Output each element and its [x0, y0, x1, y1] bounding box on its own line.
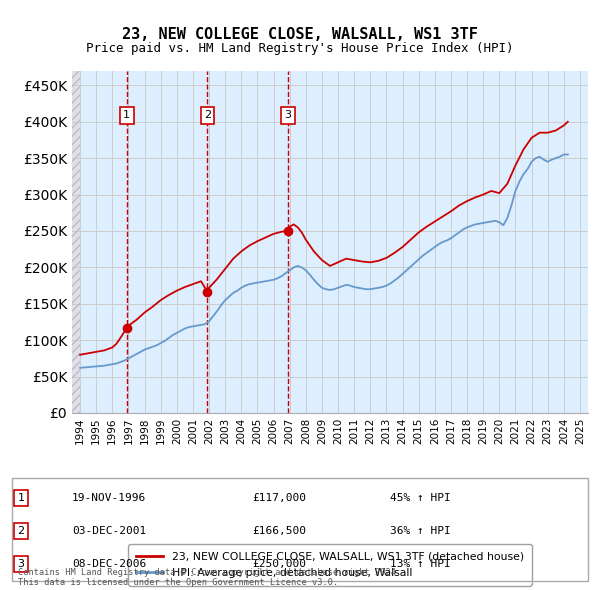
- Bar: [80, 71, 588, 413]
- Text: 1: 1: [17, 493, 25, 503]
- Text: Price paid vs. HM Land Registry's House Price Index (HPI): Price paid vs. HM Land Registry's House …: [86, 42, 514, 55]
- Text: 1: 1: [124, 110, 130, 120]
- Text: 2: 2: [17, 526, 25, 536]
- Text: 19-NOV-1996: 19-NOV-1996: [72, 493, 146, 503]
- Text: 03-DEC-2001: 03-DEC-2001: [72, 526, 146, 536]
- Bar: [72, 71, 80, 413]
- Text: £117,000: £117,000: [252, 493, 306, 503]
- Text: 3: 3: [17, 559, 25, 569]
- Text: £166,500: £166,500: [252, 526, 306, 536]
- Text: 2: 2: [204, 110, 211, 120]
- Text: 13% ↑ HPI: 13% ↑ HPI: [390, 559, 451, 569]
- Text: 36% ↑ HPI: 36% ↑ HPI: [390, 526, 451, 536]
- Legend: 23, NEW COLLEGE CLOSE, WALSALL, WS1 3TF (detached house), HPI: Average price, de: 23, NEW COLLEGE CLOSE, WALSALL, WS1 3TF …: [128, 544, 532, 585]
- Text: 23, NEW COLLEGE CLOSE, WALSALL, WS1 3TF: 23, NEW COLLEGE CLOSE, WALSALL, WS1 3TF: [122, 27, 478, 41]
- Bar: [72, 71, 80, 413]
- Text: 08-DEC-2006: 08-DEC-2006: [72, 559, 146, 569]
- Text: Contains HM Land Registry data © Crown copyright and database right 2024.
This d: Contains HM Land Registry data © Crown c…: [18, 568, 401, 587]
- Text: £250,000: £250,000: [252, 559, 306, 569]
- Text: 3: 3: [284, 110, 292, 120]
- Text: 45% ↑ HPI: 45% ↑ HPI: [390, 493, 451, 503]
